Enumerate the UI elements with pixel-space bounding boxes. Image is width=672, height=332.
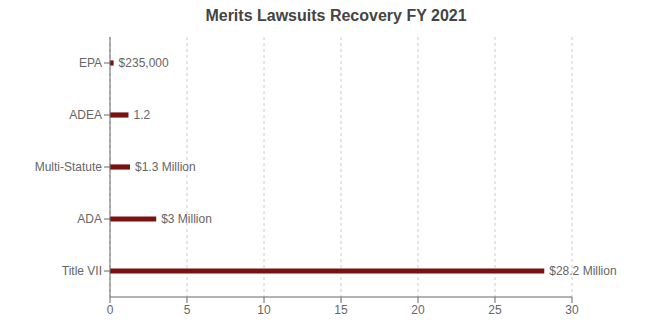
- svg-text:5: 5: [184, 303, 191, 317]
- svg-text:0: 0: [107, 303, 114, 317]
- svg-text:25: 25: [488, 303, 502, 317]
- svg-text:$235,000: $235,000: [119, 56, 169, 70]
- svg-text:30: 30: [565, 303, 579, 317]
- html-text:Merits Lawsuits Recovery FY 20: Merits Lawsuits Recovery FY 2021: [205, 7, 467, 24]
- svg-text:Multi-Statute: Multi-Statute: [35, 160, 103, 174]
- svg-text:EPA: EPA: [79, 56, 102, 70]
- svg-text:1.2: 1.2: [133, 108, 150, 122]
- svg-text:$3 Million: $3 Million: [161, 212, 212, 226]
- svg-text:20: 20: [411, 303, 425, 317]
- svg-text:$28.2 Million: $28.2 Million: [549, 264, 616, 278]
- svg-text:15: 15: [334, 303, 348, 317]
- svg-text:Title VII: Title VII: [62, 264, 102, 278]
- svg-text:ADEA: ADEA: [69, 108, 102, 122]
- svg-text:$1.3 Million: $1.3 Million: [135, 160, 196, 174]
- svg-text:ADA: ADA: [77, 212, 102, 226]
- svg-text:10: 10: [257, 303, 271, 317]
